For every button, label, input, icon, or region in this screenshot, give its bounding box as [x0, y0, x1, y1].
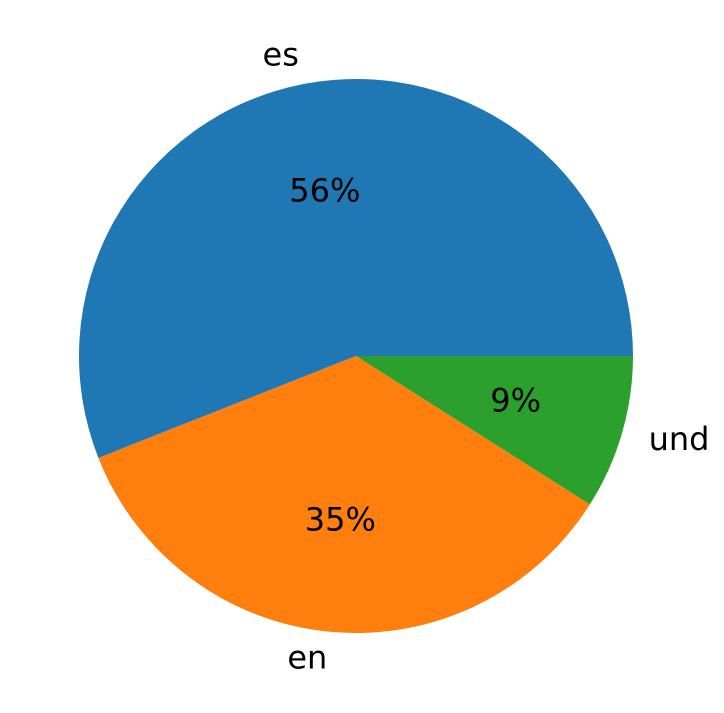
slice-label: und — [649, 420, 710, 458]
pie-slice — [78, 78, 634, 458]
value-label: 56% — [289, 172, 360, 210]
slice-label: en — [287, 638, 327, 676]
value-label: 9% — [490, 381, 541, 419]
value-label: 35% — [305, 500, 376, 538]
slice-label: es — [263, 36, 299, 74]
pie-slice — [356, 356, 633, 505]
pie-slice — [98, 356, 590, 634]
